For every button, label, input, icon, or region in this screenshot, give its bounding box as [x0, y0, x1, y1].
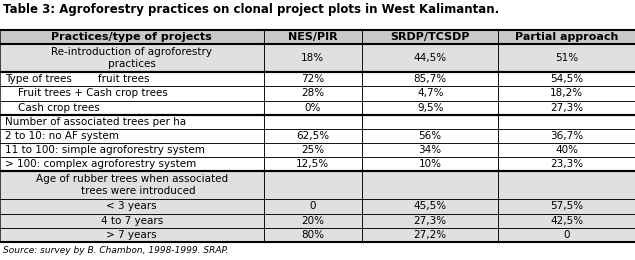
Text: Practices/type of projects: Practices/type of projects — [51, 32, 212, 42]
Text: 9,5%: 9,5% — [417, 103, 443, 113]
Text: Table 3: Agroforestry practices on clonal project plots in West Kalimantan.: Table 3: Agroforestry practices on clona… — [3, 3, 499, 16]
Text: 62,5%: 62,5% — [296, 131, 330, 141]
Text: 27,3%: 27,3% — [413, 216, 447, 226]
Text: 11 to 100: simple agroforestry system: 11 to 100: simple agroforestry system — [5, 145, 205, 155]
Text: < 3 years: < 3 years — [107, 202, 157, 211]
Text: 34%: 34% — [418, 145, 442, 155]
Bar — [498, 213, 635, 228]
Bar — [362, 171, 498, 199]
Text: 0: 0 — [309, 202, 316, 211]
Text: Source: survey by B. Chambon, 1998-1999. SRAP.: Source: survey by B. Chambon, 1998-1999.… — [3, 246, 229, 255]
Bar — [498, 199, 635, 213]
Bar — [362, 44, 498, 72]
Text: 36,7%: 36,7% — [550, 131, 584, 141]
Bar — [264, 199, 362, 213]
Bar — [0, 228, 264, 242]
Bar — [498, 44, 635, 72]
Text: 51%: 51% — [555, 53, 578, 63]
Text: 18%: 18% — [301, 53, 324, 63]
Text: 2 to 10: no AF system: 2 to 10: no AF system — [5, 131, 119, 141]
Bar — [264, 30, 362, 44]
Text: 10%: 10% — [418, 159, 442, 169]
Text: 57,5%: 57,5% — [550, 202, 584, 211]
Text: Fruit trees + Cash crop trees: Fruit trees + Cash crop trees — [5, 88, 168, 99]
Bar — [0, 44, 264, 72]
Text: 54,5%: 54,5% — [550, 74, 584, 84]
Text: Partial approach: Partial approach — [515, 32, 618, 42]
Text: 0%: 0% — [305, 103, 321, 113]
Text: 44,5%: 44,5% — [413, 53, 447, 63]
Bar — [362, 213, 498, 228]
Text: Type of trees        fruit trees: Type of trees fruit trees — [5, 74, 150, 84]
Text: 27,3%: 27,3% — [550, 103, 584, 113]
Text: > 100: complex agroforestry system: > 100: complex agroforestry system — [5, 159, 196, 169]
Bar — [264, 228, 362, 242]
Text: 4,7%: 4,7% — [417, 88, 443, 99]
Text: Cash crop trees: Cash crop trees — [5, 103, 100, 113]
Text: Age of rubber trees when associated
    trees were introduced: Age of rubber trees when associated tree… — [36, 174, 228, 196]
Text: 25%: 25% — [301, 145, 324, 155]
Text: 4 to 7 years: 4 to 7 years — [100, 216, 163, 226]
Text: 80%: 80% — [301, 230, 324, 240]
Bar — [0, 213, 264, 228]
Bar — [264, 171, 362, 199]
Text: 12,5%: 12,5% — [296, 159, 330, 169]
Text: 40%: 40% — [555, 145, 578, 155]
Text: 45,5%: 45,5% — [413, 202, 447, 211]
Bar — [0, 30, 264, 44]
Bar — [362, 228, 498, 242]
Bar — [362, 30, 498, 44]
Bar — [0, 199, 264, 213]
Bar — [498, 30, 635, 44]
Text: 28%: 28% — [301, 88, 324, 99]
Bar — [0, 171, 264, 199]
Bar — [362, 199, 498, 213]
Text: 85,7%: 85,7% — [413, 74, 447, 84]
Text: 56%: 56% — [418, 131, 442, 141]
Bar — [498, 171, 635, 199]
Text: 42,5%: 42,5% — [550, 216, 584, 226]
Text: Re-introduction of agroforestry
practices: Re-introduction of agroforestry practice… — [51, 47, 212, 69]
Text: 20%: 20% — [301, 216, 324, 226]
Text: > 7 years: > 7 years — [107, 230, 157, 240]
Text: 0: 0 — [563, 230, 570, 240]
Text: 27,2%: 27,2% — [413, 230, 447, 240]
Text: 18,2%: 18,2% — [550, 88, 584, 99]
Bar — [498, 228, 635, 242]
Text: 72%: 72% — [301, 74, 324, 84]
Text: NES/PIR: NES/PIR — [288, 32, 338, 42]
Text: 23,3%: 23,3% — [550, 159, 584, 169]
Bar — [264, 213, 362, 228]
Text: SRDP/TCSDP: SRDP/TCSDP — [391, 32, 470, 42]
Bar — [264, 44, 362, 72]
Text: Number of associated trees per ha: Number of associated trees per ha — [5, 117, 186, 127]
